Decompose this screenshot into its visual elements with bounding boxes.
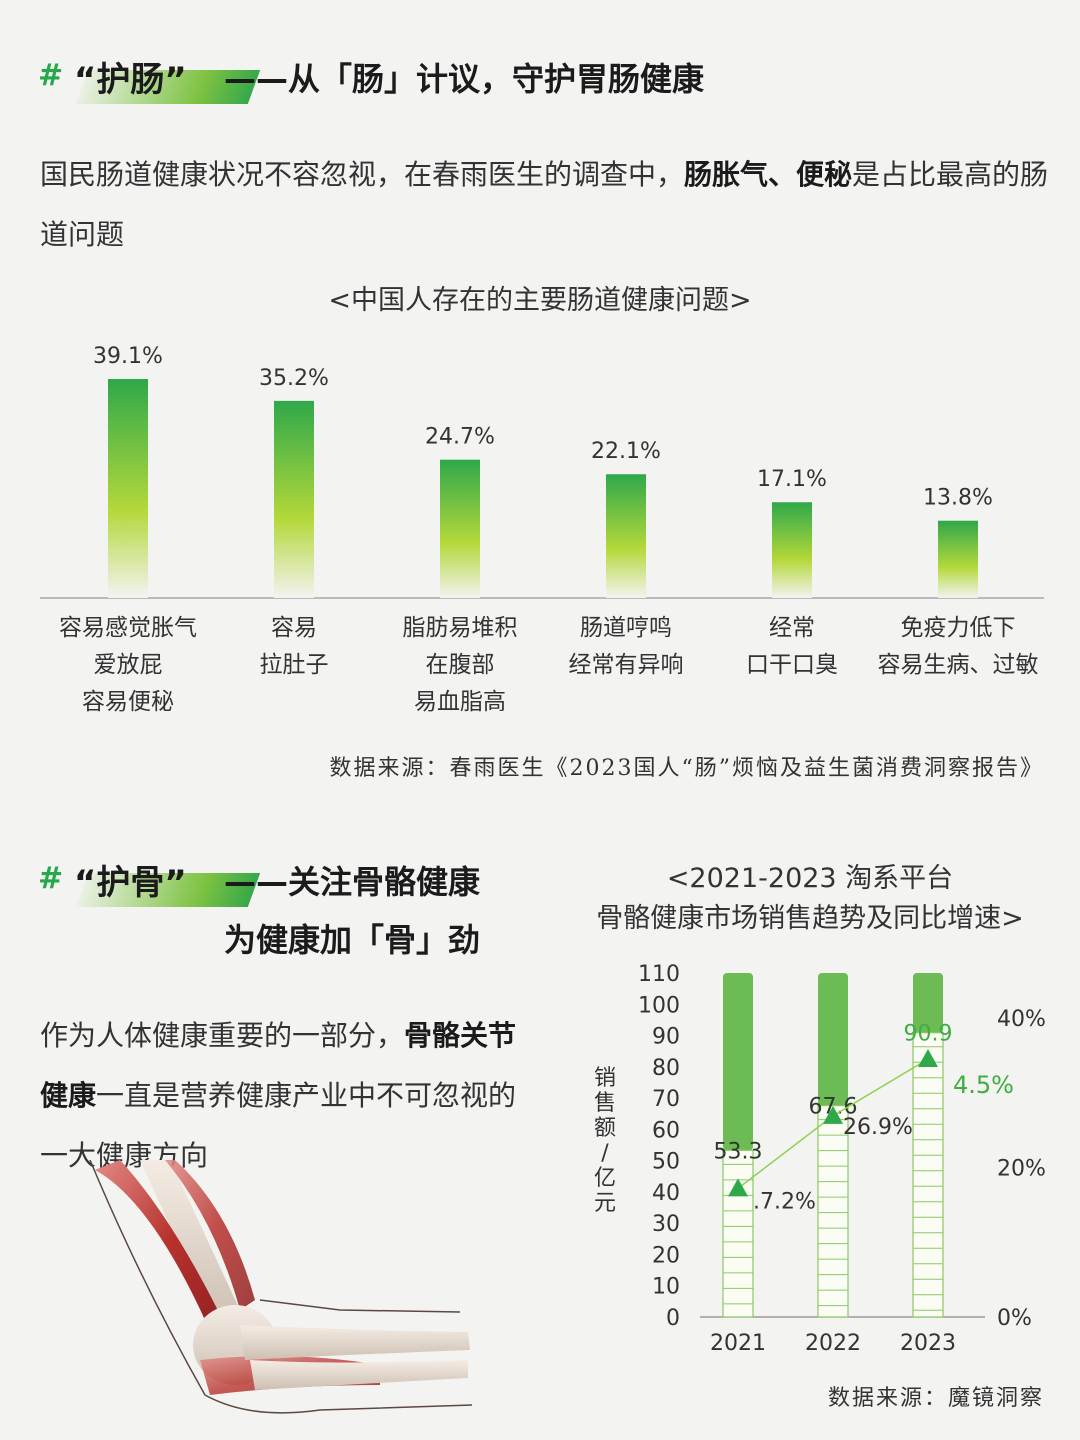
elbow-illustration: [89, 1160, 473, 1414]
skin-outline-top: [259, 1299, 461, 1313]
bar-value-label: 90.9: [904, 1022, 953, 1047]
y-tick-label: 60: [652, 1118, 680, 1143]
bar-value-label: 22.1%: [591, 439, 661, 464]
category-label: 容易便秘: [82, 689, 174, 715]
category-label: 脂肪易堆积: [403, 615, 518, 641]
chart2: 110100908070605040302010040%20%0%销售额/亿元2…: [594, 962, 1046, 1356]
bar-value-label: 39.1%: [93, 344, 163, 369]
y-tick-label: 110: [638, 962, 680, 987]
triceps-muscle: [165, 1160, 255, 1310]
section1-paragraph: 国民肠道健康状况不容忽视，在春雨医生的调查中，肠胀气、便秘是占比最高的肠道问题: [40, 158, 1049, 251]
y2-tick-label: 0%: [997, 1306, 1032, 1331]
hash-icon: #: [38, 58, 64, 93]
growth-label: 4.5%: [953, 1071, 1014, 1099]
y-tick-label: 100: [638, 993, 680, 1018]
category-label: 容易生病、过敏: [878, 652, 1039, 678]
bar: [274, 400, 314, 598]
bar: [108, 379, 148, 598]
growth-marker: [918, 1049, 938, 1067]
category-label: 容易: [271, 615, 317, 641]
y-tick-label: 10: [652, 1275, 680, 1300]
bar-value-label: 13.8%: [923, 486, 993, 511]
category-label: 爱放屁: [94, 652, 163, 678]
growth-marker: [823, 1105, 843, 1124]
bar: [938, 520, 978, 598]
growth-marker: [728, 1178, 748, 1197]
category-label: 经常: [769, 615, 815, 641]
y-tick-label: 20: [652, 1243, 680, 1268]
y-tick-label: 90: [652, 1025, 680, 1050]
bar-lower: [912, 1032, 944, 1318]
bar-upper: [723, 973, 753, 1151]
category-label: 易血脂高: [414, 689, 506, 715]
y-tick-label: 50: [652, 1150, 680, 1175]
y-tick-label: 80: [652, 1056, 680, 1081]
section2-tag: “护骨”: [74, 863, 187, 903]
y2-tick-label: 20%: [997, 1156, 1046, 1181]
hash-icon: #: [38, 861, 64, 896]
y-tick-label: 30: [652, 1212, 680, 1237]
category-label: 容易感觉胀气: [59, 615, 197, 641]
x-tick-label: 2023: [900, 1331, 956, 1356]
y-axis-label: 售: [594, 1091, 616, 1116]
y2-tick-label: 40%: [997, 1007, 1046, 1032]
bar: [772, 502, 812, 598]
ulna-bone: [250, 1360, 468, 1390]
section1-heading: ——从「肠」计议，守护胃肠健康: [224, 60, 705, 98]
y-tick-label: 70: [652, 1087, 680, 1112]
chart1-source: 数据来源：春雨医生《2023国人“肠”烦恼及益生菌消费洞察报告》: [329, 756, 1044, 781]
biceps-muscle: [95, 1160, 230, 1335]
category-label: 在腹部: [426, 652, 495, 678]
bar: [606, 474, 646, 598]
bar-upper: [818, 973, 848, 1106]
y-axis-label: 销: [594, 1066, 616, 1091]
y-axis-label: /: [601, 1141, 609, 1166]
category-label: 口干口臭: [746, 652, 838, 678]
section2-heading-line2: 为健康加「骨」劲: [224, 921, 481, 959]
section2-header: # “护骨” ——关注骨骼健康 为健康加「骨」劲: [38, 855, 558, 965]
y-tick-label: 40: [652, 1181, 680, 1206]
chart2-title-line1: <2021-2023 淘系平台: [666, 863, 954, 894]
section2-heading-line1: ——关注骨骼健康: [224, 863, 481, 901]
category-label: 肠道哼鸣: [580, 615, 672, 641]
y-axis-label: 额: [594, 1116, 616, 1141]
bar-value-label: 24.7%: [425, 425, 495, 450]
humerus-bone: [140, 1160, 240, 1325]
chart1-title: <中国人存在的主要肠道健康问题>: [328, 285, 752, 316]
y-tick-label: 0: [666, 1306, 680, 1331]
chart2-title-line2: 骨骼健康市场销售趋势及同比增速>: [596, 903, 1024, 934]
category-label: 经常有异响: [569, 652, 684, 678]
skin-outline: [89, 1160, 473, 1414]
y-axis-label: 亿: [594, 1166, 616, 1191]
category-label: 拉肚子: [260, 652, 329, 678]
growth-label: .7.2%: [753, 1189, 816, 1214]
y-axis-label: 元: [594, 1191, 616, 1216]
section2-paragraph: 作为人体健康重要的一部分，骨骼关节健康一直是营养健康产业中不可忽视的一大健康方向: [40, 1019, 517, 1172]
section1-tag: “护肠”: [74, 60, 187, 100]
radius-bone: [240, 1325, 470, 1360]
bar-value-label: 53.3: [714, 1139, 763, 1164]
x-tick-label: 2022: [805, 1331, 861, 1356]
bar-value-label: 35.2%: [259, 366, 329, 391]
bar: [440, 459, 480, 598]
growth-label: 26.9%: [843, 1115, 913, 1140]
chart2-source: 数据来源：魔镜洞察: [827, 1386, 1044, 1411]
bar-value-label: 17.1%: [757, 467, 827, 492]
bar-upper: [913, 973, 943, 1033]
section1-header: # “护肠” ——从「肠」计议，守护胃肠健康: [38, 52, 798, 112]
bar-lower: [817, 1104, 849, 1318]
para-bold: 肠胀气、便秘: [684, 158, 853, 191]
x-tick-label: 2021: [710, 1331, 766, 1356]
category-label: 免疫力低下: [901, 615, 1016, 641]
para-bold: 骨骼关节健康: [40, 1019, 517, 1112]
bar-lower: [722, 1149, 754, 1318]
